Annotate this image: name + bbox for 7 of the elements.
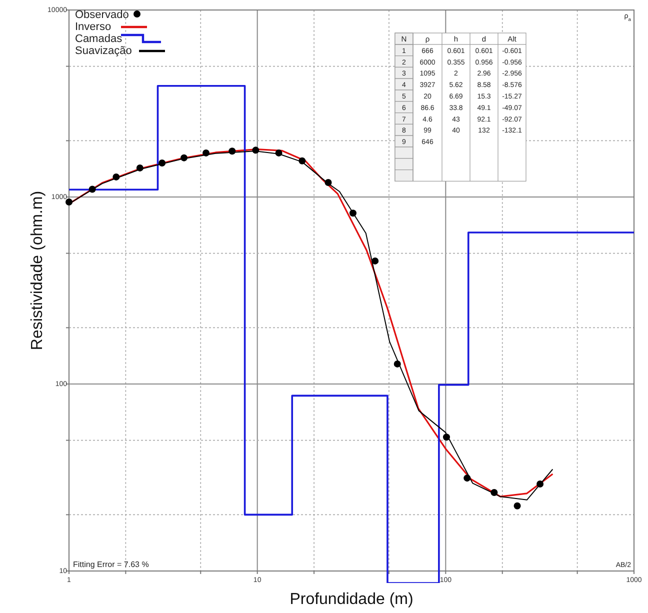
legend-label: Inverso [75,21,112,33]
legend-label: Camadas [75,33,123,45]
annotation: Fitting Error = 7.63 % [73,560,149,569]
y-axis-title: Resistividade (ohm.m) [29,190,46,350]
legend-label: Observado [75,9,129,21]
x-axis-title: Profundidade (m) [290,591,414,608]
legend-label: Suavização [75,45,132,57]
